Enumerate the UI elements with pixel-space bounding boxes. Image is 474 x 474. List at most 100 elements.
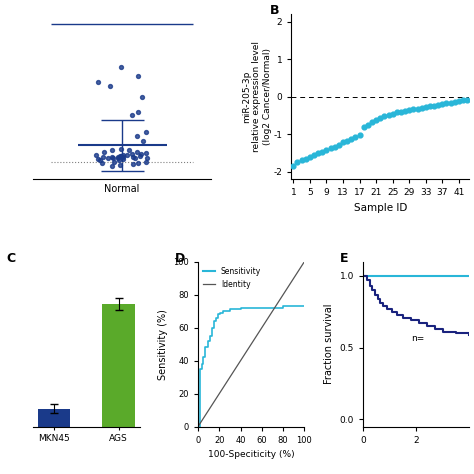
Point <box>108 154 116 161</box>
Point <box>339 138 347 146</box>
Point <box>133 148 141 156</box>
Point <box>405 106 413 114</box>
Point <box>381 112 388 120</box>
Point <box>108 162 115 170</box>
Point <box>323 146 330 154</box>
Point <box>138 93 146 100</box>
Bar <box>102 304 135 427</box>
Point <box>126 146 133 154</box>
Point <box>117 153 125 160</box>
Point <box>360 124 367 131</box>
Point <box>443 100 450 107</box>
Point <box>335 141 343 148</box>
Y-axis label: Sensitivity (%): Sensitivity (%) <box>158 309 168 380</box>
Point <box>310 151 318 159</box>
Point <box>117 152 124 160</box>
Bar <box>38 409 70 427</box>
Point <box>114 155 121 162</box>
X-axis label: 100-Speciticity (%): 100-Speciticity (%) <box>208 450 294 459</box>
Text: B: B <box>270 4 279 18</box>
Point <box>143 154 151 162</box>
Point <box>118 145 125 152</box>
Point <box>116 156 123 164</box>
Point <box>131 155 139 162</box>
Point <box>373 116 380 124</box>
Point <box>92 151 100 159</box>
Point <box>123 151 131 158</box>
Point <box>94 155 102 163</box>
Point <box>110 159 118 166</box>
Point <box>364 121 372 128</box>
Point <box>142 159 150 166</box>
Point <box>389 110 396 118</box>
Point <box>414 105 421 112</box>
Point <box>119 155 127 162</box>
Text: E: E <box>339 252 348 265</box>
Point <box>331 143 338 150</box>
Point <box>99 153 107 161</box>
Point <box>410 106 417 113</box>
Point <box>435 101 442 109</box>
Point <box>438 100 446 108</box>
Point <box>393 109 401 116</box>
Point <box>352 133 359 141</box>
X-axis label: Sample ID: Sample ID <box>354 203 407 213</box>
Point <box>397 108 405 116</box>
Point <box>128 150 136 158</box>
Point <box>327 145 334 152</box>
Point <box>133 132 141 140</box>
Point <box>137 151 145 158</box>
Point <box>116 161 124 169</box>
Point <box>104 154 112 162</box>
Point <box>306 153 314 161</box>
Point <box>418 104 426 112</box>
Point <box>294 158 301 166</box>
Point <box>129 153 137 161</box>
Point <box>385 111 392 118</box>
Point <box>368 118 376 126</box>
Point <box>430 102 438 109</box>
Point <box>137 152 144 159</box>
Point <box>129 160 137 167</box>
Point <box>302 155 310 162</box>
Point <box>356 131 364 139</box>
Point <box>100 149 108 156</box>
Text: C: C <box>7 252 16 265</box>
Point <box>142 128 149 136</box>
Point <box>114 153 121 160</box>
Point <box>290 162 297 170</box>
Point <box>143 149 150 156</box>
Y-axis label: miR-205-3p
relative expression level
(log2 Cancer/Normal): miR-205-3p relative expression level (lo… <box>242 41 272 152</box>
Point <box>343 137 351 145</box>
Point <box>401 107 409 115</box>
Point <box>134 73 142 80</box>
Point <box>135 108 142 115</box>
Point <box>108 146 116 154</box>
Point <box>451 98 458 106</box>
Point <box>422 103 429 111</box>
Point <box>97 156 104 164</box>
Point <box>459 97 467 104</box>
Point <box>319 148 326 156</box>
Point <box>117 63 125 71</box>
Point <box>447 99 455 107</box>
Text: D: D <box>174 252 185 265</box>
Point <box>455 97 463 105</box>
Point <box>347 135 355 143</box>
Point <box>119 153 127 161</box>
Point <box>134 159 142 167</box>
Point <box>99 159 106 166</box>
Point <box>314 149 322 157</box>
Point <box>376 114 384 122</box>
Point <box>139 137 146 145</box>
Legend: Sensitivity, Identity: Sensitivity, Identity <box>202 265 263 291</box>
Point <box>298 156 305 164</box>
Y-axis label: Fraction survival: Fraction survival <box>324 304 334 384</box>
Text: n=: n= <box>411 334 424 343</box>
Point <box>94 78 101 85</box>
Point <box>128 111 135 118</box>
Point <box>426 103 434 110</box>
Point <box>107 82 114 90</box>
Point <box>109 155 117 162</box>
Point <box>464 96 471 103</box>
